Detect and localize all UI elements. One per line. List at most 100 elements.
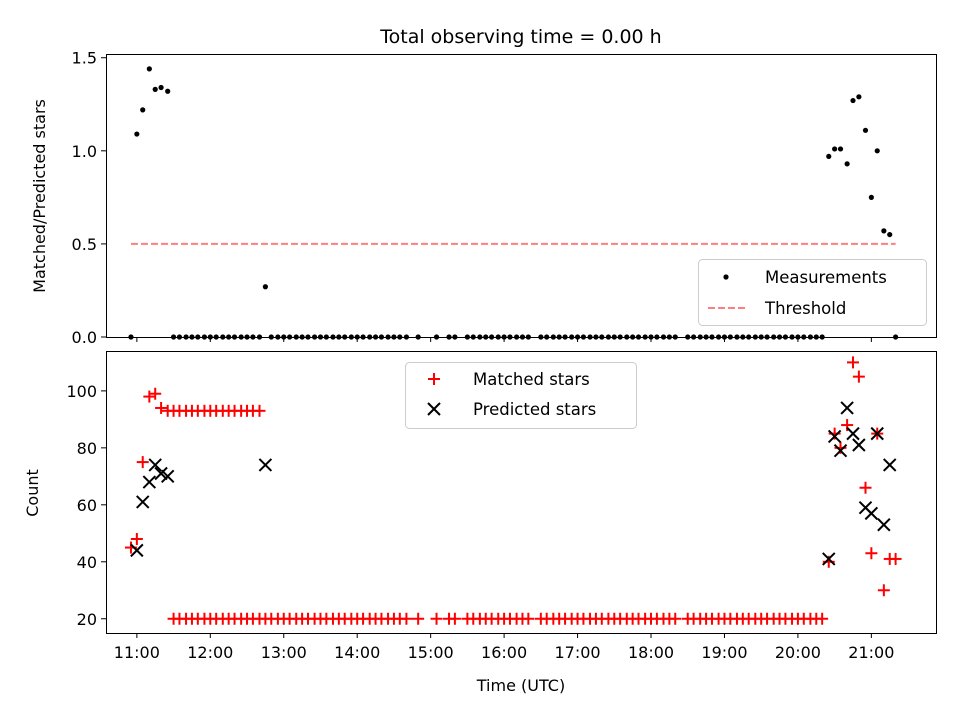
x-tick-label: 16:00 <box>481 643 527 662</box>
predicted-star-point <box>840 401 854 415</box>
bottom-y-tick-label: 60 <box>77 496 97 515</box>
predicted-star-point <box>877 518 891 532</box>
measurement-point <box>826 153 832 160</box>
top-axes: 0.0 0.5 1.0 1.5 <box>72 49 872 347</box>
measurement-point <box>856 94 862 100</box>
top-y-axis-label: Matched/Predicted stars <box>30 99 49 293</box>
matched-star-point <box>143 390 156 403</box>
legend-measurements-label: Measurements <box>765 268 887 287</box>
matched-star-point <box>877 584 890 597</box>
top-y-tick-label: 0.0 <box>72 328 97 347</box>
bottom-y-tick-label: 80 <box>77 439 97 458</box>
top-y-tick-label: 1.0 <box>72 142 97 161</box>
legend-predicted-marker <box>427 402 441 416</box>
predicted-star-point <box>154 466 168 481</box>
matched-star-point <box>253 404 266 417</box>
measurement-point <box>862 127 869 133</box>
predicted-star-point <box>846 426 860 441</box>
x-tick-label: 19:00 <box>701 643 747 662</box>
predicted-star-point <box>883 458 897 472</box>
legend-threshold-label: Threshold <box>764 299 846 318</box>
matched-star-point <box>130 533 143 545</box>
matched-star-point <box>889 552 902 565</box>
matched-star-point <box>852 370 865 383</box>
measurement-point <box>844 161 850 167</box>
matched-star-point <box>841 419 854 432</box>
legend-matched-label: Matched stars <box>473 370 590 389</box>
measurement-point <box>152 86 158 92</box>
matched-star-point <box>816 612 829 625</box>
matched-star-point <box>448 612 461 625</box>
chart-title: Total observing time = 0.00 h <box>379 26 661 48</box>
predicted-star-point <box>822 552 836 566</box>
measurement-point <box>158 84 164 91</box>
x-tick-label: 13:00 <box>261 643 307 662</box>
top-legend: Measurements Threshold <box>698 259 927 326</box>
predicted-star-point <box>148 458 162 472</box>
x-tick-label: 14:00 <box>334 643 380 662</box>
matched-star-point <box>669 612 682 625</box>
measurement-point <box>134 131 140 137</box>
x-axis-label: Time (UTC) <box>476 676 565 695</box>
matched-star-point <box>412 612 425 625</box>
bottom-y-tick-label: 40 <box>77 553 97 572</box>
top-y-tick-label: 1.5 <box>72 49 97 68</box>
bottom-y-axis-label: Count <box>23 469 42 517</box>
legend-matched-marker <box>428 373 440 385</box>
predicted-star-point <box>827 429 842 444</box>
x-tick-label: 11:00 <box>114 643 160 662</box>
measurement-point <box>165 88 171 94</box>
bottom-legend: Matched stars Predicted stars <box>405 362 637 429</box>
x-tick-label: 20:00 <box>775 643 821 662</box>
measurement-point <box>881 228 887 234</box>
predicted-star-point <box>852 438 866 452</box>
predicted-star-point <box>258 458 273 472</box>
top-y-tick-label: 0.5 <box>72 235 97 254</box>
measurement-point <box>146 66 152 72</box>
measurement-point <box>262 284 268 290</box>
top-panel: 0.0 0.5 1.0 1.5 Matched/Predicted stars Mea… <box>30 49 937 347</box>
measurement-point <box>874 148 880 154</box>
matched-star-point <box>155 401 168 414</box>
matched-star-point <box>136 456 149 469</box>
predicted-star-point <box>870 426 884 441</box>
predicted-star-point <box>833 443 848 458</box>
predicted-star-point <box>136 495 150 509</box>
predicted-star-point <box>130 543 144 558</box>
measurement-point <box>837 146 844 152</box>
matched-star-point <box>859 481 872 494</box>
bottom-plot-frame <box>106 351 937 634</box>
matched-star-point <box>259 612 272 625</box>
matched-star-point <box>865 547 878 560</box>
measurement-point <box>140 107 146 113</box>
bottom-panel: 20 40 60 80 100 11:00 12:00 13:00 14:00 15:00 16:0… <box>23 351 937 695</box>
x-tick-label: 17:00 <box>555 643 601 662</box>
x-tick-label: 15:00 <box>408 643 454 662</box>
measurement-point <box>832 146 838 152</box>
predicted-star-point <box>864 506 879 521</box>
predicted-star-point <box>160 469 175 484</box>
top-legend-box <box>698 259 927 326</box>
measurement-point <box>887 231 893 238</box>
measurement-point <box>850 97 856 104</box>
matched-star-point <box>847 356 859 369</box>
bottom-legend-box <box>405 362 637 429</box>
bottom-axes: 20 40 60 80 100 11:00 12:00 13:00 14:00 15:00 16:0… <box>66 382 894 662</box>
x-tick-label: 18:00 <box>628 643 674 662</box>
x-tick-label: 12:00 <box>187 643 233 662</box>
bottom-data-layer <box>124 356 902 625</box>
x-tick-label: 21:00 <box>848 643 894 662</box>
bottom-y-tick-label: 20 <box>77 610 97 629</box>
measurement-point <box>868 194 874 200</box>
matched-star-point <box>400 612 413 625</box>
matched-star-point <box>430 612 443 625</box>
bottom-y-tick-label: 100 <box>66 382 97 401</box>
matched-star-point <box>149 387 162 400</box>
top-plot-frame <box>106 54 937 338</box>
matched-star-point <box>522 612 535 625</box>
legend-measurements-marker <box>723 274 729 280</box>
predicted-star-point <box>142 475 157 489</box>
legend-predicted-label: Predicted stars <box>473 400 596 419</box>
top-data-layer <box>128 66 899 340</box>
